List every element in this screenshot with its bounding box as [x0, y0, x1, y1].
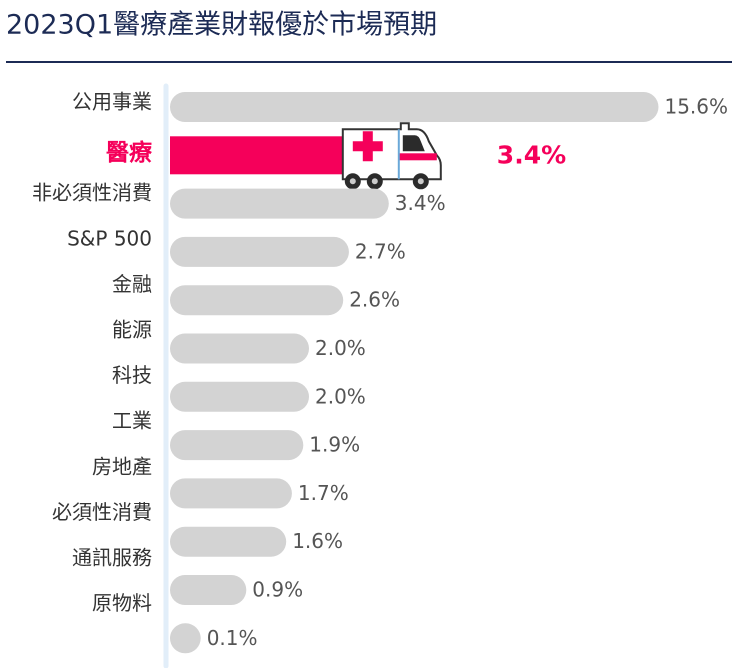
- value-label: 2.6%: [349, 288, 400, 312]
- category-label: 必須性消費: [52, 500, 152, 524]
- category-label: 原物料: [92, 591, 152, 615]
- bar: [170, 623, 201, 654]
- value-label: 0.9%: [252, 578, 303, 602]
- bar: [170, 236, 349, 267]
- category-label: 能源: [112, 318, 152, 342]
- value-label: 2.7%: [355, 239, 406, 263]
- category-label: 科技: [112, 363, 152, 387]
- value-label: 2.0%: [315, 384, 366, 408]
- category-label: S&P 500: [67, 226, 152, 250]
- ambulance-hub: [417, 178, 424, 185]
- category-label: 非必須性消費: [32, 181, 152, 205]
- category-label: 房地產: [92, 454, 152, 478]
- bar: [170, 381, 309, 412]
- category-label: 工業: [112, 409, 152, 433]
- value-label: 1.6%: [292, 529, 343, 553]
- bar: [170, 575, 247, 605]
- chart-title: 2023Q1醫療產業財報優於市場預期: [6, 10, 437, 41]
- bar: [170, 333, 309, 364]
- bar: [170, 92, 659, 122]
- bar: [170, 430, 304, 461]
- bar: [170, 136, 359, 175]
- ambulance-hub: [371, 178, 378, 185]
- ambulance-window: [402, 135, 425, 152]
- category-label: 醫療: [106, 139, 153, 166]
- category-label: 金融: [112, 272, 152, 296]
- bar: [170, 285, 344, 316]
- ambulance-icon: [341, 122, 442, 190]
- bar: [170, 526, 287, 557]
- ambulance-stripe: [398, 153, 437, 161]
- bar: [170, 188, 389, 219]
- category-label: 公用事業: [72, 90, 152, 114]
- value-label: 15.6%: [664, 95, 728, 119]
- value-label: 2.0%: [315, 336, 366, 360]
- value-label: 3.4%: [395, 191, 446, 215]
- value-label: 0.1%: [207, 626, 258, 650]
- bar: [170, 478, 292, 509]
- ambulance-hub: [349, 178, 356, 185]
- value-label: 3.4%: [497, 140, 566, 169]
- ambulance-cross: [352, 131, 383, 162]
- value-label: 1.7%: [298, 481, 349, 505]
- category-label: 通訊服務: [72, 546, 152, 570]
- value-label: 1.9%: [309, 433, 360, 457]
